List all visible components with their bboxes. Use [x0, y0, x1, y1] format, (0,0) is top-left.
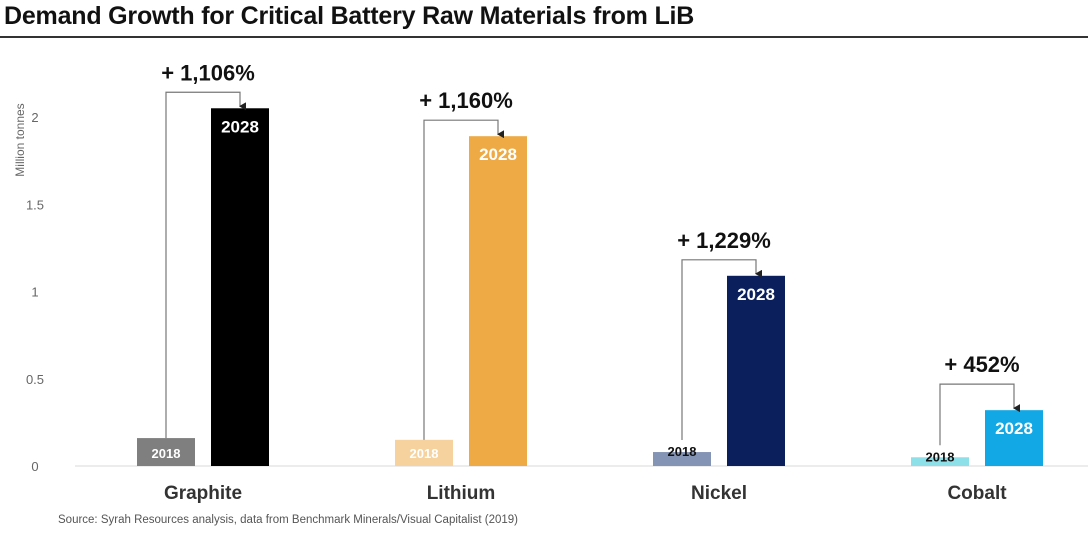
- growth-connector-arrow: [165, 91, 246, 439]
- y-tick-label: 0.5: [26, 372, 44, 387]
- y-axis-label: Million tonnes: [13, 103, 27, 176]
- growth-connector-arrow: [939, 383, 1020, 446]
- y-tick-label: 1.5: [26, 197, 44, 212]
- growth-annotation: + 1,229%: [677, 228, 771, 253]
- bar-2028-nickel: [727, 275, 785, 466]
- bar-2018-graphite: [137, 438, 195, 466]
- growth-annotation: + 452%: [944, 352, 1019, 377]
- bar-2018-cobalt: [911, 457, 969, 466]
- bar-2018-lithium: [395, 439, 453, 466]
- bar-label-2018: 2018: [926, 449, 955, 464]
- growth-annotation: + 1,160%: [419, 88, 513, 113]
- category-label-cobalt: Cobalt: [947, 483, 1007, 504]
- bar-2018-nickel: [653, 452, 711, 466]
- bar-2028-cobalt: [985, 410, 1043, 466]
- bar-label-2018: 2018: [668, 444, 697, 459]
- category-label-nickel: Nickel: [691, 483, 747, 504]
- bar-label-2028: 2028: [221, 117, 259, 136]
- growth-connector-arrow: [681, 259, 762, 441]
- bar-2028-lithium: [469, 136, 527, 466]
- y-tick-label: 0: [31, 459, 38, 474]
- growth-connector-arrow: [423, 119, 504, 440]
- title-divider: [0, 36, 1088, 38]
- category-label-lithium: Lithium: [427, 483, 496, 504]
- chart-title: Demand Growth for Critical Battery Raw M…: [4, 2, 695, 30]
- bar-label-2018: 2018: [152, 446, 181, 461]
- bar-label-2028: 2028: [479, 145, 517, 164]
- growth-annotation: + 1,106%: [161, 60, 255, 85]
- bar-label-2028: 2028: [995, 419, 1033, 438]
- bar-label-2018: 2018: [410, 446, 439, 461]
- bar-2028-graphite: [211, 108, 269, 467]
- bar-label-2028: 2028: [737, 285, 775, 304]
- source-note: Source: Syrah Resources analysis, data f…: [58, 514, 518, 526]
- category-label-graphite: Graphite: [164, 483, 242, 504]
- y-tick-label: 1: [31, 285, 38, 300]
- y-tick-label: 2: [31, 110, 38, 125]
